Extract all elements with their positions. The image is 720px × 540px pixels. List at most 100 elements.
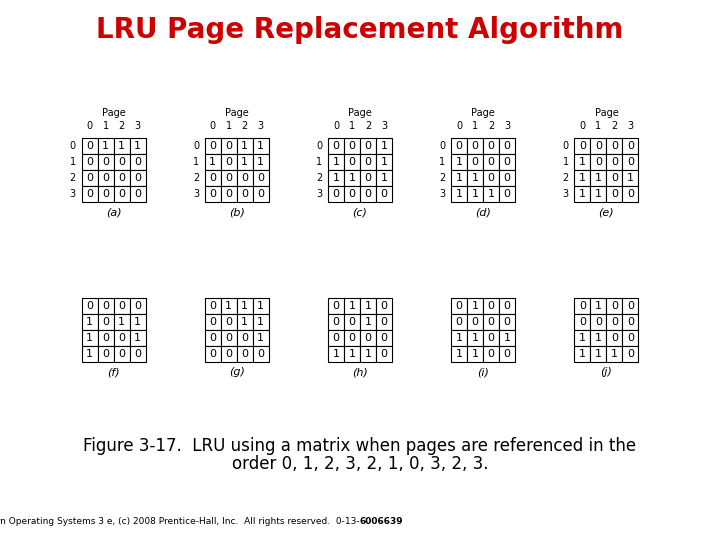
Text: 0: 0	[118, 189, 125, 199]
Bar	[499, 186, 516, 202]
Text: 2: 2	[316, 173, 323, 183]
Bar	[622, 314, 639, 330]
Text: 1: 1	[102, 141, 109, 151]
Text: 0: 0	[487, 301, 495, 311]
Bar	[467, 154, 483, 170]
Text: 3: 3	[504, 121, 510, 131]
Bar	[344, 138, 360, 154]
Bar	[499, 154, 516, 170]
Bar	[130, 186, 145, 202]
Bar	[237, 298, 253, 314]
Text: 0: 0	[333, 141, 340, 151]
Bar	[606, 330, 622, 346]
Bar	[376, 314, 392, 330]
Bar	[376, 330, 392, 346]
Bar	[376, 186, 392, 202]
Bar	[204, 346, 221, 362]
Text: 0: 0	[611, 157, 618, 167]
Text: 0: 0	[118, 333, 125, 343]
Bar	[376, 154, 392, 170]
Bar	[344, 346, 360, 362]
Text: 0: 0	[102, 157, 109, 167]
Text: 1: 1	[579, 157, 586, 167]
Bar	[483, 170, 499, 186]
Text: 0: 0	[595, 317, 602, 327]
Text: Page: Page	[348, 108, 372, 118]
Text: 1: 1	[193, 157, 199, 167]
Bar	[344, 186, 360, 202]
Bar	[98, 314, 114, 330]
Text: 0: 0	[225, 317, 233, 327]
Text: (f): (f)	[107, 367, 120, 377]
Text: 0: 0	[611, 141, 618, 151]
Text: 0: 0	[504, 189, 510, 199]
Text: 0: 0	[562, 141, 569, 151]
Bar	[114, 186, 130, 202]
Text: 0: 0	[86, 173, 93, 183]
Text: 0: 0	[364, 333, 372, 343]
Text: 0: 0	[333, 121, 339, 131]
Text: 0: 0	[210, 317, 216, 327]
Text: 1: 1	[364, 317, 372, 327]
Bar	[221, 298, 237, 314]
Bar	[344, 330, 360, 346]
Bar	[467, 298, 483, 314]
Text: (e): (e)	[598, 207, 614, 218]
Bar	[253, 330, 269, 346]
Bar	[483, 314, 499, 330]
Text: 0: 0	[348, 317, 356, 327]
Text: 0: 0	[611, 333, 618, 343]
Bar	[81, 346, 98, 362]
Text: 0: 0	[210, 349, 216, 359]
Bar	[130, 298, 145, 314]
Text: 1: 1	[380, 141, 387, 151]
Text: 1: 1	[70, 157, 76, 167]
Bar	[376, 298, 392, 314]
Text: 0: 0	[611, 189, 618, 199]
Bar	[451, 330, 467, 346]
Bar	[221, 346, 237, 362]
Text: Page: Page	[595, 108, 618, 118]
Bar	[130, 154, 145, 170]
Text: 1: 1	[472, 301, 479, 311]
Text: 3: 3	[439, 189, 446, 199]
Text: 0: 0	[193, 141, 199, 151]
Text: 0: 0	[504, 173, 510, 183]
Text: 2: 2	[611, 121, 618, 131]
Bar	[130, 138, 145, 154]
Text: 0: 0	[210, 173, 216, 183]
Bar	[328, 154, 344, 170]
Text: 1: 1	[504, 333, 510, 343]
Text: 0: 0	[86, 189, 93, 199]
Bar	[204, 330, 221, 346]
Text: 0: 0	[118, 173, 125, 183]
Text: 0: 0	[595, 141, 602, 151]
Text: 0: 0	[333, 333, 340, 343]
Text: 1: 1	[439, 157, 446, 167]
Bar	[622, 330, 639, 346]
Text: 0: 0	[380, 301, 387, 311]
Text: 0: 0	[102, 189, 109, 199]
Text: 0: 0	[487, 349, 495, 359]
Bar	[622, 346, 639, 362]
Text: 0: 0	[225, 349, 233, 359]
Text: 1: 1	[579, 349, 586, 359]
Text: 1: 1	[210, 157, 216, 167]
Bar	[467, 138, 483, 154]
Text: 1: 1	[562, 157, 569, 167]
Bar	[360, 186, 376, 202]
Text: 0: 0	[380, 349, 387, 359]
Text: 1: 1	[241, 141, 248, 151]
Bar	[328, 330, 344, 346]
Text: 0: 0	[118, 301, 125, 311]
Bar	[344, 298, 360, 314]
Bar	[237, 186, 253, 202]
Bar	[360, 154, 376, 170]
Text: 0: 0	[210, 141, 216, 151]
Bar	[221, 170, 237, 186]
Bar	[253, 138, 269, 154]
Bar	[606, 298, 622, 314]
Bar	[114, 298, 130, 314]
Text: 0: 0	[595, 157, 602, 167]
Bar	[622, 154, 639, 170]
